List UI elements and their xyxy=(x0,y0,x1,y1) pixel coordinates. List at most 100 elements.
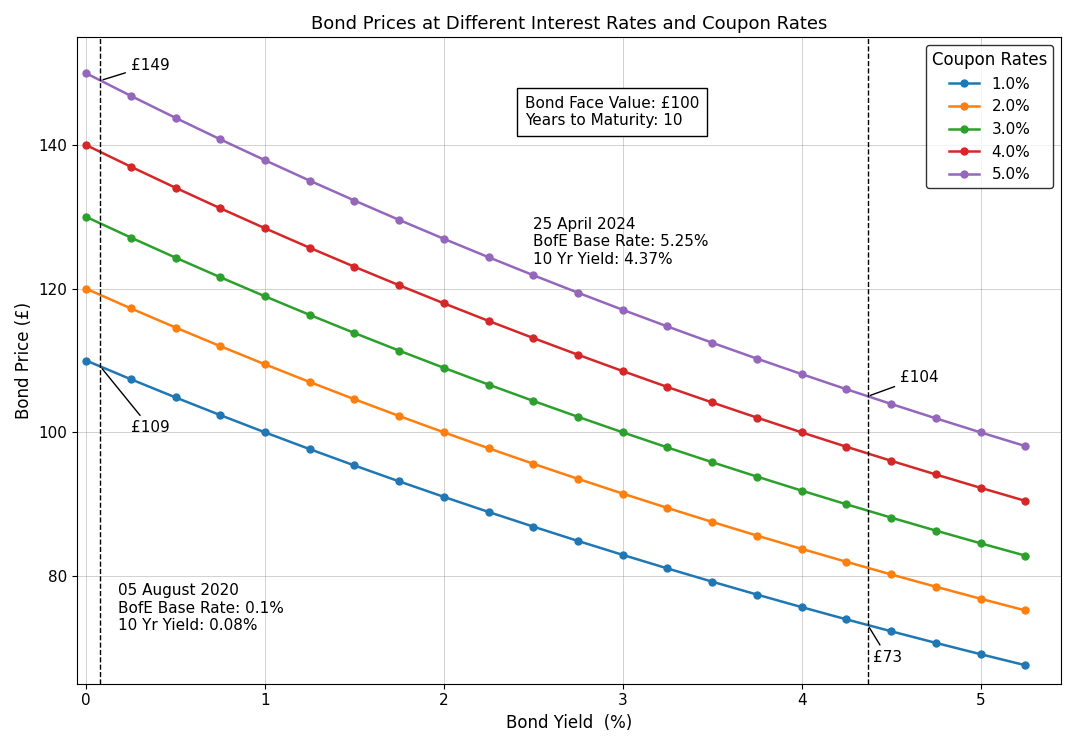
5.0% xyxy=(258,156,271,165)
5.0% xyxy=(169,114,182,123)
2.0% xyxy=(125,304,138,313)
5.0% xyxy=(974,428,987,437)
1.0% xyxy=(930,639,943,648)
1.0% xyxy=(80,356,93,365)
Y-axis label: Bond Price (£): Bond Price (£) xyxy=(15,302,33,419)
3.0% xyxy=(617,428,629,437)
1.0% xyxy=(214,411,227,420)
1.0% xyxy=(571,536,584,545)
3.0% xyxy=(974,539,987,548)
2.0% xyxy=(930,582,943,591)
Line: 3.0%: 3.0% xyxy=(83,214,1029,559)
4.0% xyxy=(125,162,138,171)
5.0% xyxy=(125,91,138,100)
5.0% xyxy=(214,135,227,144)
3.0% xyxy=(303,311,316,320)
3.0% xyxy=(884,513,897,522)
2.0% xyxy=(393,412,406,421)
4.0% xyxy=(169,183,182,192)
5.0% xyxy=(80,69,93,78)
4.0% xyxy=(348,262,360,271)
Text: 05 August 2020
BofE Base Rate: 0.1%
10 Yr Yield: 0.08%: 05 August 2020 BofE Base Rate: 0.1% 10 Y… xyxy=(118,583,284,633)
1.0% xyxy=(438,492,451,501)
2.0% xyxy=(527,459,540,468)
5.0% xyxy=(706,338,719,347)
4.0% xyxy=(617,367,629,376)
Line: 5.0%: 5.0% xyxy=(83,69,1029,450)
4.0% xyxy=(482,317,495,326)
1.0% xyxy=(169,393,182,402)
3.0% xyxy=(840,500,853,509)
2.0% xyxy=(80,284,93,293)
2.0% xyxy=(438,428,451,437)
Text: £104: £104 xyxy=(870,370,938,395)
2.0% xyxy=(795,545,808,554)
4.0% xyxy=(1019,496,1032,505)
4.0% xyxy=(750,413,763,422)
2.0% xyxy=(1019,606,1032,615)
Line: 4.0%: 4.0% xyxy=(83,142,1029,504)
5.0% xyxy=(393,215,406,224)
5.0% xyxy=(840,385,853,394)
4.0% xyxy=(214,204,227,213)
2.0% xyxy=(750,531,763,540)
3.0% xyxy=(1019,551,1032,560)
1.0% xyxy=(974,650,987,659)
5.0% xyxy=(482,252,495,261)
Text: £109: £109 xyxy=(102,369,170,436)
3.0% xyxy=(80,212,93,221)
2.0% xyxy=(258,360,271,369)
Line: 1.0%: 1.0% xyxy=(83,357,1029,669)
Text: 25 April 2024
BofE Base Rate: 5.25%
10 Yr Yield: 4.37%: 25 April 2024 BofE Base Rate: 5.25% 10 Y… xyxy=(534,217,709,267)
3.0% xyxy=(527,397,540,406)
2.0% xyxy=(303,377,316,386)
2.0% xyxy=(661,503,674,512)
1.0% xyxy=(258,428,271,437)
Text: Bond Face Value: £100
Years to Maturity: 10: Bond Face Value: £100 Years to Maturity:… xyxy=(525,96,699,128)
Legend: 1.0%, 2.0%, 3.0%, 4.0%, 5.0%: 1.0%, 2.0%, 3.0%, 4.0%, 5.0% xyxy=(925,45,1053,188)
5.0% xyxy=(750,354,763,363)
1.0% xyxy=(750,590,763,599)
3.0% xyxy=(795,486,808,495)
5.0% xyxy=(527,270,540,279)
3.0% xyxy=(661,443,674,452)
2.0% xyxy=(706,518,719,527)
Line: 2.0%: 2.0% xyxy=(83,285,1029,614)
1.0% xyxy=(795,603,808,612)
2.0% xyxy=(169,323,182,332)
3.0% xyxy=(438,363,451,372)
1.0% xyxy=(527,522,540,531)
5.0% xyxy=(884,400,897,409)
1.0% xyxy=(840,615,853,624)
5.0% xyxy=(571,288,584,297)
X-axis label: Bond Yield  (%): Bond Yield (%) xyxy=(506,714,633,732)
4.0% xyxy=(80,140,93,149)
4.0% xyxy=(303,244,316,252)
4.0% xyxy=(438,299,451,308)
1.0% xyxy=(617,551,629,560)
4.0% xyxy=(706,398,719,407)
3.0% xyxy=(125,233,138,242)
3.0% xyxy=(348,329,360,338)
1.0% xyxy=(303,444,316,453)
1.0% xyxy=(884,627,897,636)
4.0% xyxy=(840,442,853,451)
2.0% xyxy=(214,341,227,350)
1.0% xyxy=(1019,661,1032,670)
2.0% xyxy=(482,444,495,453)
3.0% xyxy=(930,526,943,535)
1.0% xyxy=(348,461,360,470)
4.0% xyxy=(795,428,808,437)
3.0% xyxy=(393,346,406,355)
4.0% xyxy=(884,456,897,465)
5.0% xyxy=(303,176,316,185)
4.0% xyxy=(974,483,987,492)
4.0% xyxy=(930,470,943,479)
1.0% xyxy=(706,577,719,586)
5.0% xyxy=(661,322,674,331)
Text: £73: £73 xyxy=(869,627,903,665)
Title: Bond Prices at Different Interest Rates and Coupon Rates: Bond Prices at Different Interest Rates … xyxy=(311,15,827,33)
4.0% xyxy=(258,224,271,233)
2.0% xyxy=(348,394,360,403)
3.0% xyxy=(571,412,584,421)
